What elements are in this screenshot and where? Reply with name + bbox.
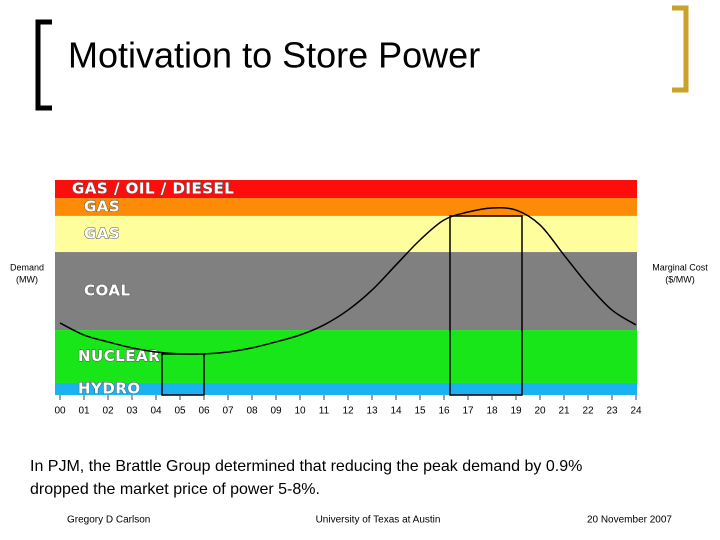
x-tick-label: 14: [390, 406, 402, 417]
body-text: dropped the market price of power 5-8%.: [30, 481, 320, 498]
x-tick-label: 12: [342, 406, 354, 417]
x-tick-label: 19: [510, 406, 522, 417]
x-tick-label: 15: [414, 406, 426, 417]
y2-axis-label: ($/MW): [665, 274, 695, 284]
footer-institution: University of Texas at Austin: [316, 515, 441, 526]
band-label: GAS: [84, 224, 120, 242]
y-axis-label: Demand: [10, 262, 44, 272]
band-label: COAL: [84, 282, 131, 300]
footer-author: Gregory D Carlson: [67, 515, 150, 526]
y-axis-label: (MW): [16, 274, 38, 284]
body-text: In PJM, the Brattle Group determined tha…: [30, 458, 582, 475]
band-label: GAS / OIL / DIESEL: [72, 180, 234, 198]
x-tick-label: 05: [174, 406, 186, 417]
x-tick-label: 04: [150, 406, 162, 417]
x-tick-label: 24: [630, 406, 642, 417]
x-tick-label: 20: [534, 406, 546, 417]
x-tick-label: 10: [294, 406, 306, 417]
cost-band: [55, 180, 637, 199]
x-tick-label: 00: [54, 406, 66, 417]
x-tick-label: 21: [558, 406, 570, 417]
band-label: NUCLEAR: [78, 347, 160, 365]
x-tick-label: 01: [78, 406, 90, 417]
x-tick-label: 23: [606, 406, 618, 417]
slide-title: Motivation to Store Power: [68, 35, 480, 76]
cost-band: [55, 215, 637, 253]
bracket-right: [672, 5, 689, 93]
band-label: HYDRO: [78, 379, 141, 397]
footer-date: 20 November 2007: [587, 515, 672, 526]
x-tick-label: 16: [438, 406, 450, 417]
cost-band: [55, 330, 637, 383]
x-tick-label: 11: [319, 406, 330, 417]
x-tick-label: 18: [486, 406, 498, 417]
x-tick-label: 02: [102, 406, 114, 417]
x-tick-label: 06: [198, 406, 210, 417]
x-tick-label: 13: [366, 406, 378, 417]
bracket-left: [35, 19, 52, 111]
y2-axis-label: Marginal Cost: [652, 262, 708, 272]
x-tick-label: 22: [582, 406, 594, 417]
x-tick-label: 08: [246, 406, 258, 417]
cost-band: [55, 382, 637, 395]
peak-box: [449, 215, 523, 396]
x-tick-label: 07: [222, 406, 234, 417]
cost-band: [55, 252, 637, 331]
x-tick-label: 03: [126, 406, 138, 417]
cost-band: [55, 198, 637, 216]
x-tick-label: 09: [270, 406, 282, 417]
demand-curve: [59, 206, 637, 355]
band-label: GAS: [84, 197, 120, 215]
x-tick-label: 17: [462, 406, 474, 417]
